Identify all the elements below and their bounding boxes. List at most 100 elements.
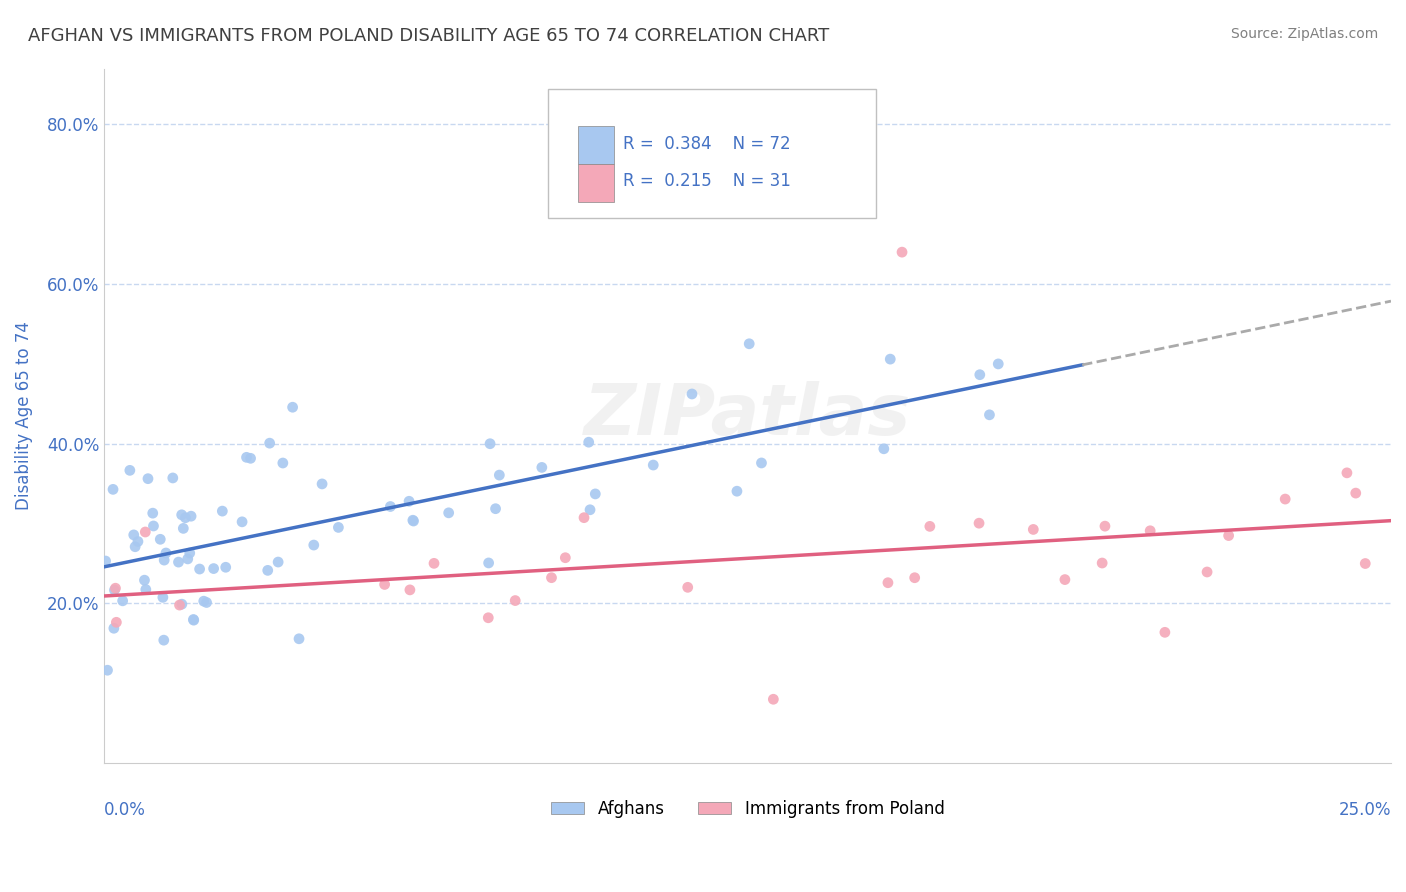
Point [135,582,157,597]
Point [437,506,460,520]
Point [583,487,606,501]
Point [540,571,562,585]
Point [423,557,446,571]
Point [259,436,281,450]
Point [380,500,402,514]
Point [149,533,172,547]
FancyBboxPatch shape [548,89,876,218]
Point [122,528,145,542]
Point [177,552,200,566]
Point [643,458,665,472]
Point [572,510,595,524]
Point [179,546,201,560]
Point [174,510,197,524]
Text: R =  0.215    N = 31: R = 0.215 N = 31 [623,172,790,190]
Point [873,442,896,456]
Point [170,597,193,611]
Point [1336,466,1358,480]
Text: R =  0.384    N = 72: R = 0.384 N = 72 [623,135,790,153]
Point [503,593,526,607]
Point [1053,573,1076,587]
Point [172,521,194,535]
Point [103,583,125,598]
Point [1218,528,1240,542]
Point [399,582,422,597]
Point [271,456,294,470]
Point [211,504,233,518]
Text: 0.0%: 0.0% [104,801,146,820]
Legend: Afghans, Immigrants from Poland: Afghans, Immigrants from Poland [544,793,950,824]
Point [162,471,184,485]
Point [751,456,773,470]
Point [1094,519,1116,533]
Point [484,501,506,516]
Point [918,519,941,533]
Point [183,612,205,626]
Point [127,534,149,549]
Point [202,561,225,575]
Point [256,563,278,577]
Point [762,692,785,706]
Point [288,632,311,646]
Point [152,633,174,648]
Point [1022,523,1045,537]
Point [188,562,211,576]
Point [1197,565,1219,579]
Point [134,524,156,539]
Point [891,245,914,260]
Point [104,581,127,595]
Point [879,352,901,367]
Point [231,515,253,529]
Point [1154,625,1177,640]
Point [554,550,576,565]
Point [1344,486,1367,500]
Text: Source: ZipAtlas.com: Source: ZipAtlas.com [1230,27,1378,41]
Point [681,387,703,401]
Point [904,571,927,585]
Point [530,460,553,475]
Text: ZIPatlas: ZIPatlas [583,381,911,450]
Text: AFGHAN VS IMMIGRANTS FROM POLAND DISABILITY AGE 65 TO 74 CORRELATION CHART: AFGHAN VS IMMIGRANTS FROM POLAND DISABIL… [28,27,830,45]
Point [170,508,193,522]
Y-axis label: Disability Age 65 to 74: Disability Age 65 to 74 [15,321,32,510]
Point [578,435,600,450]
Text: 25.0%: 25.0% [1339,801,1391,820]
Point [195,595,218,609]
Point [136,472,159,486]
Point [153,553,176,567]
Point [105,615,128,630]
Point [676,580,699,594]
Point [124,540,146,554]
Point [402,514,425,528]
Point [579,502,602,516]
Point [725,484,748,499]
Point [193,594,215,608]
Point [374,577,396,591]
FancyBboxPatch shape [578,163,614,202]
Point [169,598,191,612]
Point [118,463,141,477]
FancyBboxPatch shape [578,126,614,164]
Point [967,516,990,531]
Point [328,520,350,534]
Point [235,450,257,465]
Point [183,613,205,627]
Point [103,621,125,635]
Point [877,575,900,590]
Point [738,336,761,351]
Point [152,591,174,605]
Point [101,483,124,497]
Point [311,477,333,491]
Point [302,538,325,552]
Point [1139,524,1161,538]
Point [96,663,118,677]
Point [402,513,425,527]
Point [167,555,190,569]
Point [142,519,165,533]
Point [488,468,510,483]
Point [239,451,262,466]
Point [479,436,502,450]
Point [987,357,1010,371]
Point [1354,557,1376,571]
Point [155,546,177,560]
